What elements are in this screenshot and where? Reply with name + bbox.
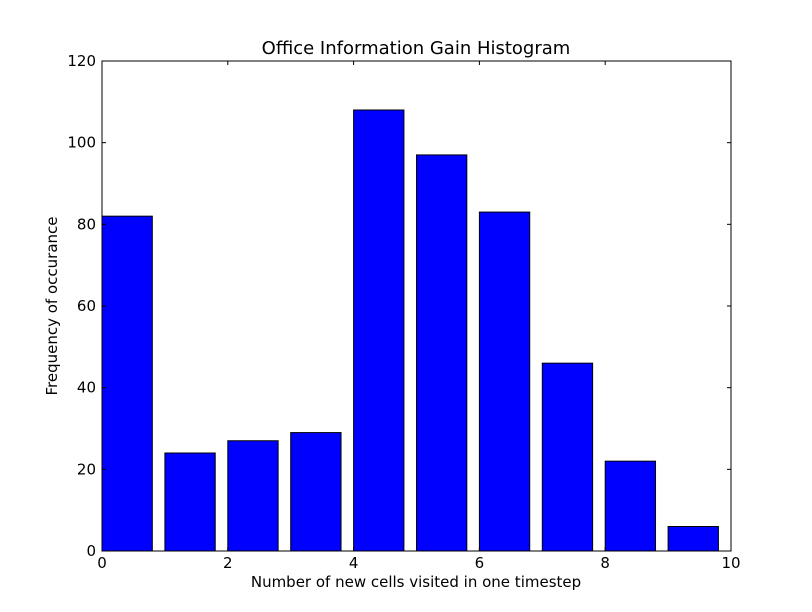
bar-0 [101,215,153,552]
bar-2 [227,440,279,552]
bar-6 [478,211,531,552]
bar-4 [353,109,405,552]
x-tick-label: 2 [223,554,233,572]
y-tick-label: 100 [67,134,96,152]
plot-frame [101,60,732,552]
bar-9 [667,526,719,552]
bar-3 [290,432,342,552]
chart-title: Office Information Gain Histogram [262,38,571,59]
bars-layer [101,109,719,552]
x-tick-label: 8 [600,554,610,572]
y-tick-label: 0 [86,542,96,560]
y-tick-label: 120 [67,52,96,70]
bar-5 [416,154,468,552]
x-tick-label: 0 [97,554,107,572]
x-axis-label: Number of new cells visited in one times… [251,573,581,591]
y-axis-label: Frequency of occurance [43,216,61,395]
bar-1 [164,452,216,552]
y-tick-label: 40 [77,379,96,397]
y-tick-label: 80 [77,215,96,233]
x-tick-label: 4 [349,554,359,572]
bar-8 [604,460,657,552]
x-tick-label: 10 [721,554,740,572]
x-tick-label: 6 [475,554,485,572]
bar-7 [541,362,594,552]
y-tick-label: 60 [77,297,96,315]
y-tick-label: 20 [77,460,96,478]
